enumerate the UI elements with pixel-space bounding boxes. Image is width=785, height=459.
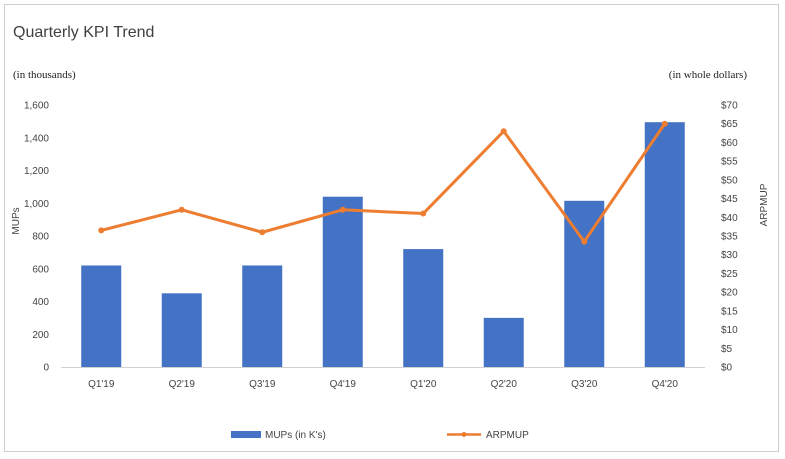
right-tick-label: $15 [721,306,738,317]
line-series [98,120,668,245]
x-tick-label: Q2'19 [169,379,196,390]
right-tick-label: $50 [721,175,738,186]
right-tick-label: $0 [721,363,733,374]
left-tick-label: 800 [32,232,49,243]
left-tick-labels: 0 200 400 600 800 1,000 1,200 1,400 1,600 [24,101,49,374]
right-tick-label: $35 [721,232,738,243]
line-point [259,229,266,236]
left-tick-label: 400 [32,297,49,308]
right-tick-label: $60 [721,138,738,149]
line-point [98,227,105,234]
legend-label-mups: MUPs (in K's) [265,430,326,441]
left-tick-label: 1,200 [24,166,49,177]
right-tick-label: $55 [721,157,738,168]
right-unit-label: (in whole dollars) [669,69,748,81]
chart-title: Quarterly KPI Trend [13,24,154,41]
right-tick-label: $20 [721,288,738,299]
left-tick-label: 1,600 [24,101,49,112]
right-tick-label: $65 [721,119,738,130]
y-axis-label: MUPs [11,207,22,234]
x-tick-label: Q4'19 [330,379,357,390]
x-tick-label: Q2'20 [491,379,518,390]
bar-series [81,122,685,367]
left-tick-label: 1,000 [24,199,49,210]
bar [483,317,524,367]
bar [322,196,363,367]
x-tick-label: Q3'20 [571,379,598,390]
line-point [500,128,507,135]
legend-label-arpmup: ARPMUP [486,430,529,441]
right-tick-label: $40 [721,213,738,224]
x-tick-label: Q1'19 [88,379,115,390]
right-tick-label: $25 [721,269,738,280]
legend-swatch-mups [231,431,261,438]
bar [564,200,605,367]
x-tick-label: Q3'19 [249,379,276,390]
legend: MUPs (in K's) ARPMUP [231,430,529,441]
line-point [661,120,668,127]
bar [242,265,283,367]
right-tick-label: $70 [721,101,738,112]
bar [403,249,444,367]
left-tick-label: 200 [32,330,49,341]
kpi-chart: Quarterly KPI Trend (in thousands) (in w… [11,24,770,441]
left-tick-label: 1,400 [24,133,49,144]
y-axis-label-right: ARPMUP [759,183,770,226]
left-tick-label: 600 [32,264,49,275]
bar [644,122,685,367]
bar [81,265,122,367]
line-point [339,206,346,213]
right-tick-label: $5 [721,344,733,355]
right-tick-label: $10 [721,325,738,336]
right-tick-label: $45 [721,194,738,205]
right-tick-label: $30 [721,250,738,261]
legend-marker-arpmup [461,432,467,437]
left-tick-label: 0 [43,363,49,374]
line-point [420,210,427,217]
x-tick-labels: Q1'19 Q2'19 Q3'19 Q4'19 Q1'20 Q2'20 Q3'20 Q4'20 [88,379,678,390]
line-point [178,206,185,213]
line-point [581,238,588,245]
arpmup-line [100,122,666,244]
bar [161,293,202,367]
left-unit-label: (in thousands) [13,69,76,81]
right-tick-labels: $0 $5 $10 $15 $20 $25 $30 $35 $40 $45 $50 $55 $60 $65… [721,101,738,374]
chart-frame: Quarterly KPI Trend (in thousands) (in w… [4,4,779,452]
x-tick-label: Q4'20 [652,379,679,390]
x-tick-label: Q1'20 [410,379,437,390]
